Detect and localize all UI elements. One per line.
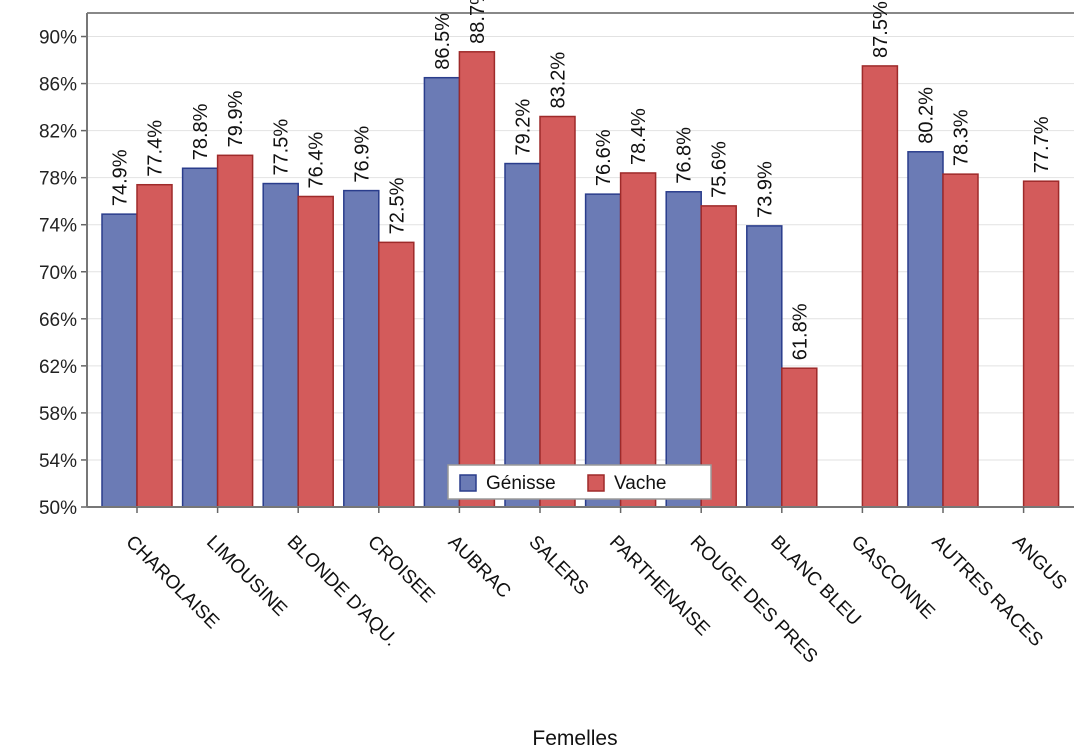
data-label: 88.7%: [467, 0, 489, 44]
legend-box: [447, 464, 712, 500]
bar-genisse: [665, 191, 702, 508]
x-category-label: GASCONNE: [847, 532, 939, 624]
y-tick-label: 54%: [39, 451, 77, 472]
data-label: 86.5%: [432, 13, 454, 70]
x-category-label: AUBRAC: [444, 532, 515, 603]
bar-vache: [458, 51, 496, 508]
y-tick-label: 70%: [39, 263, 77, 284]
bar-vache: [700, 205, 737, 508]
bar-genisse: [343, 189, 380, 508]
data-label: 72.5%: [386, 177, 408, 234]
x-category-label: CROISEE: [363, 532, 438, 607]
data-label: 79.9%: [225, 90, 247, 147]
data-label: 76.8%: [674, 127, 696, 184]
bar-vache: [297, 195, 334, 508]
bar-genisse: [504, 162, 541, 508]
bar-vache: [861, 65, 899, 508]
bar-vache: [216, 154, 254, 508]
data-label: 76.4%: [306, 132, 328, 189]
data-label: 76.9%: [351, 126, 373, 183]
bar-genisse: [262, 182, 299, 508]
data-label: 78.3%: [951, 109, 973, 166]
y-tick-label: 86%: [39, 75, 77, 96]
data-label: 79.2%: [513, 99, 535, 156]
y-tick-label: 78%: [39, 169, 77, 190]
bar-genisse: [101, 213, 138, 508]
bar-genisse: [181, 167, 219, 508]
bar-genisse: [423, 76, 461, 508]
data-labels: 74.9% 77.4% 78.8% 79.9% 77.5% 76.4% 76.9% 72.5%…: [110, 0, 1054, 360]
x-category-label: ANGUS: [1008, 532, 1071, 595]
y-tick-label: 90%: [39, 28, 77, 49]
data-label: 75.6%: [709, 141, 731, 198]
data-label: 87.5%: [870, 1, 892, 58]
bar-vache: [781, 367, 818, 508]
data-label: 77.4%: [145, 120, 167, 177]
data-label: 74.9%: [110, 149, 132, 206]
data-label: 76.6%: [593, 129, 615, 186]
bar-vache: [1022, 180, 1060, 508]
bar-genisse: [584, 193, 622, 508]
bar-genisse: [907, 151, 944, 508]
bar-vache: [136, 183, 173, 508]
bar-vache: [539, 115, 576, 508]
x-category-label: SALERS: [524, 532, 592, 600]
legend: Génisse Vache: [447, 464, 712, 500]
data-label: 77.5%: [271, 119, 293, 176]
legend-label: Génisse: [486, 473, 556, 494]
legend-swatch: [587, 474, 605, 492]
bar-genisse: [746, 225, 783, 508]
data-label: 77.7%: [1031, 116, 1053, 173]
x-axis-title: Femelles: [532, 727, 617, 750]
y-tick-label: 62%: [39, 357, 77, 378]
data-label: 61.8%: [789, 303, 811, 360]
y-tick-label: 50%: [39, 498, 77, 519]
data-label: 73.9%: [754, 161, 776, 218]
x-category-label: LIMOUSINE: [202, 532, 291, 621]
legend-label: Vache: [614, 473, 666, 494]
data-label: 80.2%: [916, 87, 938, 144]
bar-vache: [378, 241, 415, 508]
legend-swatch: [459, 474, 477, 492]
y-tick-label: 58%: [39, 404, 77, 425]
y-tick-label: 66%: [39, 310, 77, 331]
bar-vache: [942, 173, 979, 508]
data-label: 78.4%: [628, 108, 650, 165]
y-tick-label: 82%: [39, 122, 77, 143]
bar-vache: [619, 172, 657, 508]
y-tick-label: 74%: [39, 216, 77, 237]
data-label: 83.2%: [548, 52, 570, 109]
data-label: 78.8%: [190, 103, 212, 160]
